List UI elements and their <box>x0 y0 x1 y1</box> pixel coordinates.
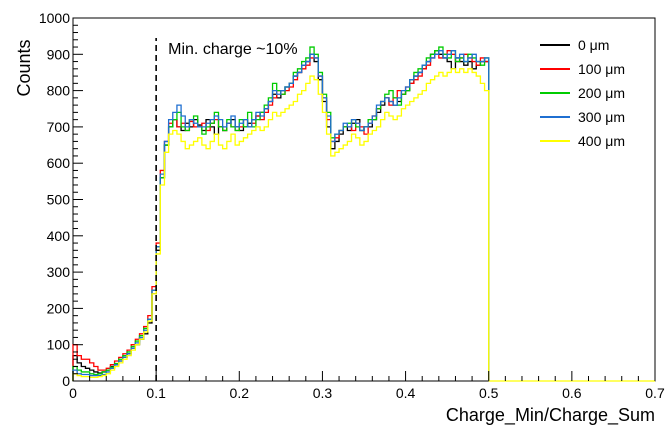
y-tick-label: 900 <box>47 46 71 62</box>
annotation-text: Min. charge ~10% <box>168 41 297 58</box>
legend-label-1: 100 μm <box>578 61 625 77</box>
y-tick-label: 500 <box>47 192 71 208</box>
y-tick-label: 0 <box>62 373 70 389</box>
legend-label-0: 0 μm <box>578 37 609 53</box>
x-tick-label: 0.4 <box>396 385 416 401</box>
y-tick-label: 300 <box>47 264 71 280</box>
y-tick-label: 800 <box>47 83 71 99</box>
y-tick-label: 400 <box>47 228 71 244</box>
x-tick-label: 0.1 <box>146 385 166 401</box>
x-tick-label: 0.6 <box>562 385 582 401</box>
x-tick-label: 0.7 <box>645 385 665 401</box>
x-tick-label: 0.2 <box>230 385 250 401</box>
y-tick-label: 200 <box>47 300 71 316</box>
axis-layer: 0 0.1 0.2 0.3 0.4 0.5 0.6 0.7 0 100 200 300 400 500 60… <box>39 10 665 401</box>
legend-label-2: 200 μm <box>578 85 625 101</box>
y-tick-label: 100 <box>47 337 71 353</box>
series-line-4 <box>72 68 490 381</box>
x-tick-label: 0.5 <box>479 385 499 401</box>
series-layer <box>72 46 655 382</box>
legend-label-3: 300 μm <box>578 109 625 125</box>
y-tick-label: 700 <box>47 119 71 135</box>
y-axis-title: Counts <box>14 39 34 96</box>
legend: 0 μm 100 μm 200 μm 300 μm 400 μm <box>540 37 625 149</box>
legend-label-4: 400 μm <box>578 133 625 149</box>
x-axis-title: Charge_Min/Charge_Sum <box>446 405 655 426</box>
x-tick-label: 0.3 <box>313 385 333 401</box>
series-line-0 <box>72 50 490 381</box>
series-line-3 <box>72 50 490 381</box>
y-tick-label: 1000 <box>39 10 70 26</box>
x-tick-label: 0 <box>69 385 77 401</box>
y-tick-label: 600 <box>47 155 71 171</box>
series-line-1 <box>72 50 490 381</box>
